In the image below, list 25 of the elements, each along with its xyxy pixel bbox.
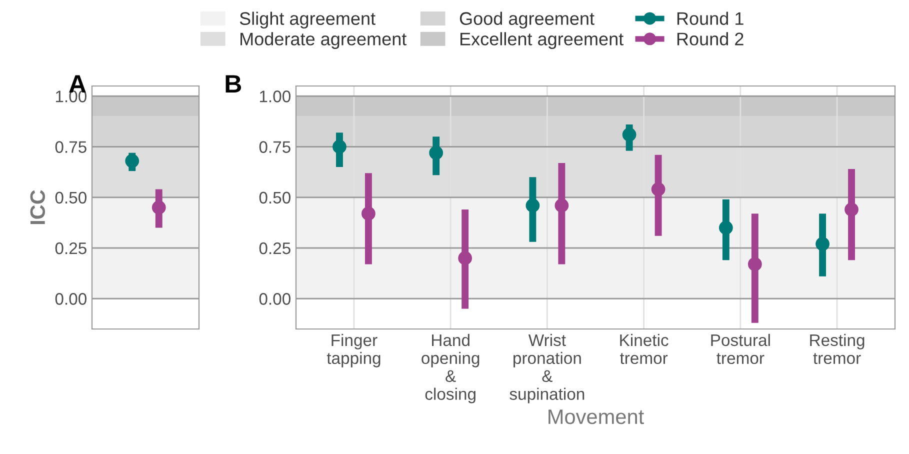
y-tick-label: 0.75 <box>259 141 290 153</box>
x-tick-label: Hand opening & closing <box>422 334 480 404</box>
y-axis-title: ICC <box>30 190 46 224</box>
y-tick-label: 0.25 <box>55 242 86 254</box>
y-tick-label: 1.00 <box>260 90 290 102</box>
x-tick-label: Wrist pronation & supination <box>510 334 584 404</box>
x-tick-label: Kinetic tremor <box>620 334 668 364</box>
legend-label: Excellent agreement <box>460 32 624 49</box>
y-tick-label: 0.00 <box>55 293 86 305</box>
y-tick-label: 0.25 <box>259 242 290 254</box>
legend-label: Good agreement <box>460 12 594 29</box>
y-tick-label: 0.00 <box>259 293 290 305</box>
y-tick-label: 0.75 <box>55 141 86 153</box>
x-tick-label: Resting tremor <box>810 334 864 364</box>
x-axis-title: Movement <box>548 410 644 424</box>
y-tick-label: 0.50 <box>259 192 290 204</box>
y-tick-label: 0.50 <box>55 192 86 204</box>
legend-label: Round 1 <box>677 12 744 25</box>
x-tick-label: Postural tremor <box>711 334 770 364</box>
chart-title: B <box>226 75 242 92</box>
legend-label: Moderate agreement <box>240 32 407 49</box>
legend-label: Round 2 <box>677 32 744 46</box>
chart-title: A <box>69 75 86 92</box>
x-tick-label: Finger tapping <box>326 334 380 368</box>
legend-label: Slight agreement <box>240 12 376 29</box>
